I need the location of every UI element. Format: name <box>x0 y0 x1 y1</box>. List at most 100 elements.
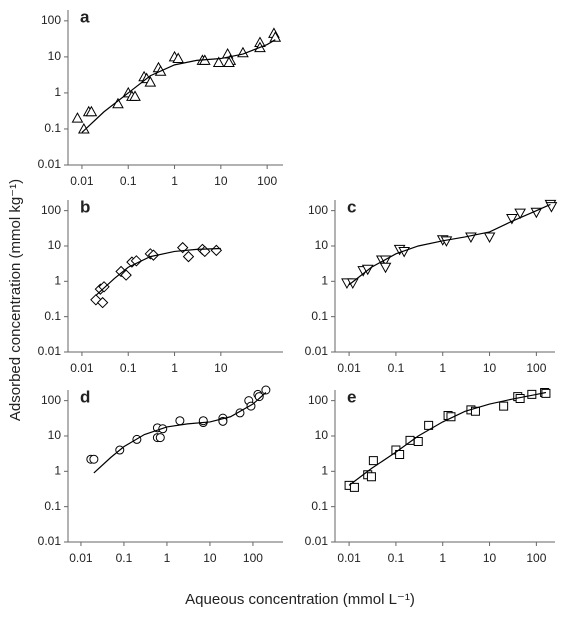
x-tick-label: 0.01 <box>70 174 94 188</box>
x-tick-label: 10 <box>214 361 228 375</box>
data-point <box>212 56 225 67</box>
x-tick-label: 0.01 <box>70 361 94 375</box>
y-tick-label: 1 <box>321 463 328 477</box>
x-tick-label: 10 <box>483 361 497 375</box>
panel-title: a <box>80 7 90 26</box>
panel-title: c <box>347 197 356 216</box>
fit-line <box>95 247 221 296</box>
data-point <box>424 420 434 430</box>
data-point <box>198 416 208 426</box>
y-tick-label: 10 <box>48 49 62 63</box>
y-tick-label: 10 <box>315 238 329 252</box>
data-point <box>366 472 376 482</box>
data-point <box>541 388 551 398</box>
data-point <box>96 296 109 309</box>
data-point <box>499 401 509 411</box>
data-point <box>129 90 141 101</box>
data-point <box>269 31 282 42</box>
x-axis-title: Aqueous concentration (mmol L⁻¹) <box>185 591 415 608</box>
y-tick-label: 10 <box>48 428 62 442</box>
y-tick-label: 0.1 <box>44 309 61 323</box>
data-point <box>395 449 405 459</box>
x-tick-label: 100 <box>526 551 546 565</box>
x-tick-label: 1 <box>171 174 178 188</box>
panel: e 0.01 0.1 1 10 100 0.01 0.1 1 10 100 <box>305 387 555 565</box>
y-tick-label: 1 <box>54 463 61 477</box>
data-point <box>89 454 99 464</box>
data-point <box>465 232 477 243</box>
data-point <box>130 255 143 267</box>
x-tick-label: 10 <box>483 551 497 565</box>
y-tick-label: 1 <box>54 85 61 99</box>
data-point <box>172 52 185 64</box>
panel: d 0.01 0.1 1 10 100 0.01 0.1 1 10 100 <box>38 385 283 565</box>
fit-line <box>348 391 547 486</box>
data-point <box>223 56 235 67</box>
data-point <box>530 207 543 219</box>
y-tick-label: 0.01 <box>38 344 62 358</box>
data-point <box>349 482 359 492</box>
x-tick-label: 1 <box>439 361 446 375</box>
data-point <box>120 269 132 281</box>
x-tick-label: 0.1 <box>120 174 137 188</box>
data-point <box>85 105 98 117</box>
y-tick-label: 10 <box>48 238 62 252</box>
x-tick-label: 0.01 <box>337 551 361 565</box>
x-tick-label: 100 <box>526 361 546 375</box>
y-tick-label: 100 <box>308 203 328 217</box>
data-point <box>440 236 453 247</box>
data-point <box>483 232 496 243</box>
x-tick-label: 100 <box>257 174 277 188</box>
y-tick-label: 0.01 <box>38 157 62 171</box>
fit-line <box>348 203 551 286</box>
y-tick-label: 0.01 <box>305 344 329 358</box>
y-tick-label: 0.1 <box>311 309 328 323</box>
data-point <box>545 202 558 213</box>
y-tick-label: 1 <box>54 273 61 287</box>
data-point <box>155 433 165 443</box>
y-tick-label: 100 <box>308 393 328 407</box>
y-axis-title: Adsorbed concentration (mmol kg⁻¹) <box>7 179 24 421</box>
panel-title: b <box>80 197 90 216</box>
data-point <box>175 416 185 426</box>
data-point <box>210 244 223 257</box>
data-point <box>144 76 157 87</box>
x-tick-label: 100 <box>243 551 263 565</box>
data-point <box>506 213 518 225</box>
y-tick-label: 100 <box>41 13 61 27</box>
y-tick-label: 0.01 <box>305 534 329 548</box>
data-point <box>182 250 195 263</box>
data-point <box>368 456 378 466</box>
panel-title: d <box>80 387 90 406</box>
y-tick-label: 1 <box>321 273 328 287</box>
data-point <box>261 385 271 395</box>
panel: b 0.01 0.1 1 10 100 0.01 0.1 1 10 <box>38 197 283 375</box>
x-tick-label: 0.1 <box>120 361 137 375</box>
y-tick-label: 0.1 <box>44 499 61 513</box>
panel-title: e <box>347 387 356 406</box>
data-point <box>379 262 392 274</box>
data-point <box>78 122 90 134</box>
x-tick-label: 0.1 <box>388 361 405 375</box>
y-tick-label: 0.1 <box>311 499 328 513</box>
data-point <box>413 436 423 446</box>
x-tick-label: 0.1 <box>388 551 405 565</box>
x-tick-label: 1 <box>164 551 171 565</box>
y-tick-label: 10 <box>315 428 329 442</box>
y-tick-label: 100 <box>41 203 61 217</box>
panel: c 0.01 0.1 1 10 100 0.01 0.1 1 10 100 <box>305 197 558 375</box>
panel: a 0.01 0.1 1 10 100 0.01 0.1 1 10 100 <box>38 7 283 188</box>
data-point <box>254 392 264 402</box>
data-point <box>514 208 526 220</box>
x-tick-label: 0.01 <box>337 361 361 375</box>
y-tick-label: 0.1 <box>44 121 61 135</box>
data-point <box>515 393 525 403</box>
x-tick-label: 10 <box>214 174 228 188</box>
x-tick-label: 10 <box>203 551 217 565</box>
x-tick-label: 0.01 <box>69 551 93 565</box>
y-tick-label: 0.01 <box>38 534 62 548</box>
data-point <box>71 112 84 123</box>
data-point <box>147 249 160 261</box>
fit-line <box>93 392 267 474</box>
